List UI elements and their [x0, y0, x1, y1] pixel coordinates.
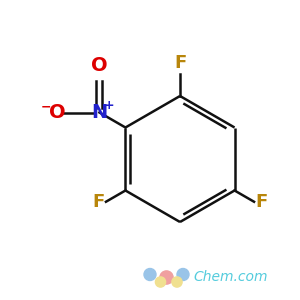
- Text: F: F: [174, 54, 186, 72]
- Circle shape: [172, 277, 182, 287]
- Circle shape: [155, 277, 166, 287]
- Circle shape: [144, 268, 156, 280]
- Text: O: O: [91, 56, 108, 75]
- Text: N: N: [91, 103, 108, 122]
- Text: +: +: [103, 99, 114, 112]
- Circle shape: [160, 271, 173, 284]
- Text: Chem.com: Chem.com: [194, 270, 268, 283]
- Circle shape: [177, 268, 189, 280]
- Text: F: F: [92, 193, 104, 211]
- Text: −: −: [41, 100, 51, 114]
- Text: F: F: [256, 193, 268, 211]
- Text: O: O: [49, 103, 66, 122]
